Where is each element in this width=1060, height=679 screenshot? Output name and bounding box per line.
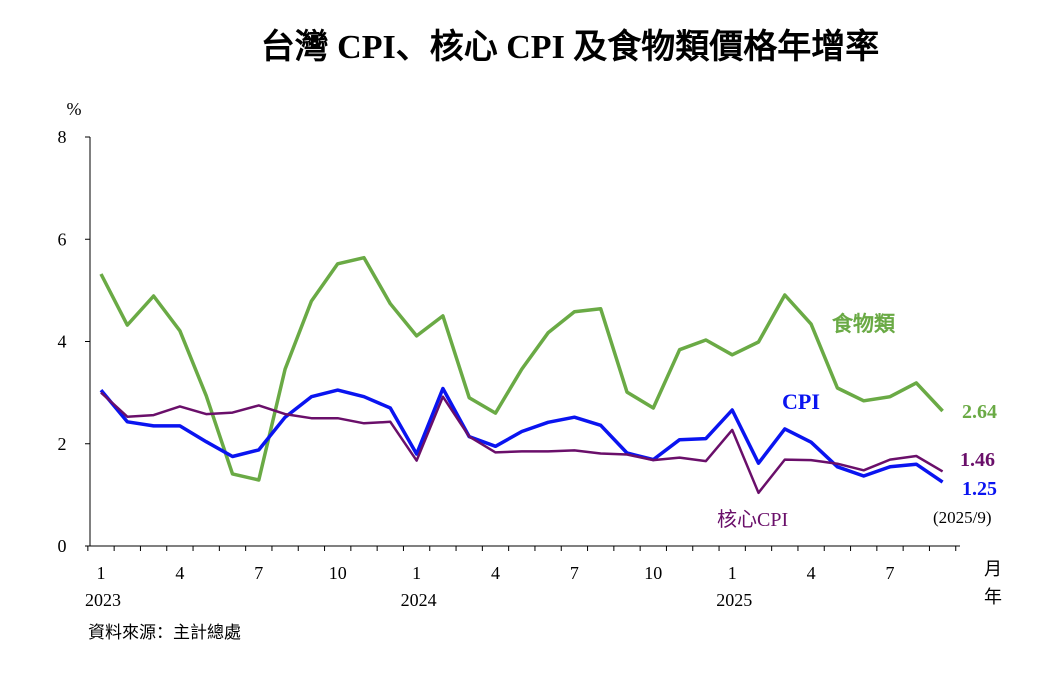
series-label-core-cpi: 核心CPI — [717, 508, 788, 531]
x-tick-label: 4 — [175, 563, 184, 583]
chart-title: 台灣 CPI、核心 CPI 及食物類價格年增率 — [261, 27, 880, 66]
y-tick-label: 6 — [58, 229, 67, 249]
x-tick-label: 10 — [644, 563, 662, 583]
series-line-core-cpi — [100, 391, 944, 495]
x-tick-label: 7 — [254, 563, 263, 583]
year-label: 2024 — [401, 590, 437, 610]
series-line-food — [99, 255, 944, 482]
x-tick-label: 10 — [329, 563, 347, 583]
y-tick-label: 0 — [58, 536, 67, 556]
source-note: 資料來源：主計總處 — [88, 623, 241, 642]
y-tick-label: 8 — [58, 127, 67, 147]
x-tick-label: 7 — [570, 563, 579, 583]
end-label-core-cpi: 1.46 — [960, 449, 995, 471]
x-tick-label: 1 — [412, 563, 421, 583]
x-tick-label: 1 — [728, 563, 737, 583]
year-label: 2025 — [716, 590, 752, 610]
latest-period-label: (2025/9) — [933, 508, 992, 527]
x-axis-year-label: 年 — [984, 587, 1002, 607]
y-axis-unit: % — [67, 99, 82, 119]
year-label: 2023 — [85, 590, 121, 610]
x-tick-label: 1 — [97, 563, 106, 583]
y-tick-label: 2 — [58, 434, 67, 454]
x-axis-month-label: 月 — [984, 559, 1002, 579]
series-label-cpi: CPI — [782, 389, 820, 414]
x-tick-label: 4 — [491, 563, 500, 583]
series-line-cpi — [99, 386, 944, 484]
x-tick-label: 4 — [807, 563, 816, 583]
y-tick-label: 4 — [58, 332, 67, 352]
end-label-food: 2.64 — [962, 401, 997, 423]
end-label-cpi: 1.25 — [962, 478, 997, 500]
series-label-food: 食物類 — [832, 312, 896, 336]
x-tick-label: 7 — [886, 563, 895, 583]
